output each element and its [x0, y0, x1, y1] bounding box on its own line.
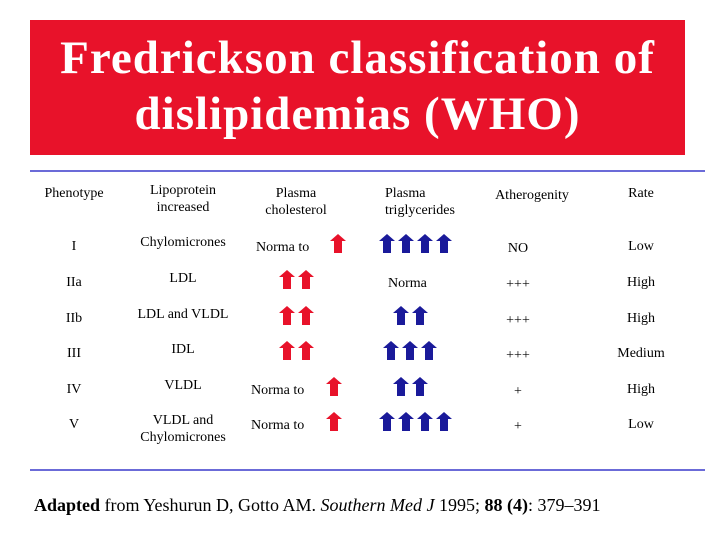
red-up-arrow-icon — [326, 377, 342, 396]
cell-atherogenity: +++ — [506, 277, 530, 292]
cell-atherogenity: NO — [507, 241, 529, 256]
title-line-1: Fredrickson classification of — [60, 32, 655, 84]
citation-volume: 88 (4) — [484, 495, 529, 515]
cell-lipoprotein: IDL — [171, 342, 195, 357]
cell-atherogenity: + — [514, 419, 522, 434]
header-cholesterol: Plasma cholesterol — [265, 185, 326, 219]
title-banner — [30, 20, 685, 155]
cholesterol-arrows — [326, 377, 342, 396]
cell-phenotype: IV — [66, 382, 82, 397]
header-cholesterol-line-2: cholesterol — [265, 203, 327, 218]
header-lipoprotein-line-2: increased — [156, 200, 210, 215]
triglycerides-arrows — [379, 234, 452, 253]
cholesterol-arrows — [330, 234, 346, 253]
cholesterol-arrows — [279, 270, 314, 289]
cell-atherogenity: +++ — [506, 313, 530, 328]
cell-triglycerides-text: Norma — [388, 276, 427, 291]
citation-adapted: Adapted — [34, 495, 101, 515]
cell-cholesterol-text: Norma to — [256, 240, 310, 255]
cell-rate: Medium — [617, 346, 665, 361]
header-phenotype: Phenotype — [44, 186, 104, 201]
blue-up-arrow-icon — [398, 234, 414, 253]
triglycerides-arrows — [383, 341, 437, 360]
triglycerides-arrows — [379, 412, 452, 431]
header-cholesterol-line-1: Plasma — [275, 186, 317, 201]
divider-top — [30, 170, 705, 172]
cholesterol-arrows — [279, 306, 314, 325]
blue-up-arrow-icon — [393, 377, 409, 396]
cell-lipoprotein: LDL — [169, 271, 197, 286]
cell-lipoprotein: VLDL — [164, 378, 202, 393]
red-up-arrow-icon — [279, 270, 295, 289]
citation-year: 1995; — [434, 495, 485, 515]
cell-atherogenity: +++ — [506, 348, 530, 363]
triglycerides-arrows — [393, 377, 428, 396]
blue-up-arrow-icon — [421, 341, 437, 360]
citation-journal: Southern Med J — [320, 495, 435, 515]
cell-cholesterol-text: Norma to — [251, 383, 305, 398]
header-atherogenity: Atherogenity — [495, 188, 569, 203]
triglycerides-arrows — [393, 306, 428, 325]
blue-up-arrow-icon — [412, 377, 428, 396]
cell-cholesterol-text: Norma to — [251, 418, 305, 433]
blue-up-arrow-icon — [383, 341, 399, 360]
blue-up-arrow-icon — [412, 306, 428, 325]
red-up-arrow-icon — [326, 412, 342, 431]
citation-pages: : 379–391 — [528, 495, 601, 515]
cholesterol-arrows — [279, 341, 314, 360]
title-line-2: dislipidemias (WHO) — [134, 88, 581, 140]
blue-up-arrow-icon — [379, 412, 395, 431]
blue-up-arrow-icon — [379, 234, 395, 253]
red-up-arrow-icon — [330, 234, 346, 253]
cell-phenotype: IIa — [66, 275, 82, 290]
cell-rate: High — [627, 275, 655, 290]
cell-phenotype: III — [67, 346, 81, 361]
cell-lipoprotein: LDL and VLDL — [137, 307, 229, 322]
red-up-arrow-icon — [298, 270, 314, 289]
cell-phenotype: I — [71, 239, 77, 254]
cell-lipoprotein-line-1: VLDL and — [152, 413, 214, 428]
citation: Adapted from Yeshurun D, Gotto AM. South… — [34, 494, 601, 516]
header-triglycerides: Plasma triglycerides — [385, 185, 455, 219]
blue-up-arrow-icon — [436, 234, 452, 253]
cell-rate: High — [627, 382, 655, 397]
blue-up-arrow-icon — [393, 306, 409, 325]
cell-rate: Low — [628, 417, 654, 432]
cell-rate: High — [627, 311, 655, 326]
header-lipoprotein-line-1: Lipoprotein — [149, 183, 217, 198]
cell-lipoprotein: VLDL and Chylomicrones — [140, 412, 226, 446]
divider-bottom — [30, 469, 705, 471]
blue-up-arrow-icon — [417, 412, 433, 431]
blue-up-arrow-icon — [417, 234, 433, 253]
header-triglycerides-line-2: triglycerides — [385, 203, 455, 218]
red-up-arrow-icon — [279, 306, 295, 325]
blue-up-arrow-icon — [402, 341, 418, 360]
cell-lipoprotein-line-2: Chylomicrones — [140, 430, 226, 445]
cell-lipoprotein: Chylomicrones — [140, 235, 226, 250]
header-rate: Rate — [628, 186, 654, 201]
cell-phenotype: IIb — [65, 311, 83, 326]
blue-up-arrow-icon — [436, 412, 452, 431]
header-triglycerides-line-1: Plasma — [385, 186, 426, 201]
red-up-arrow-icon — [298, 306, 314, 325]
red-up-arrow-icon — [279, 341, 295, 360]
blue-up-arrow-icon — [398, 412, 414, 431]
cell-phenotype: V — [68, 417, 80, 432]
header-lipoprotein: Lipoprotein increased — [150, 182, 216, 216]
cholesterol-arrows — [326, 412, 342, 431]
cell-atherogenity: + — [514, 384, 522, 399]
red-up-arrow-icon — [298, 341, 314, 360]
page-title: Fredrickson classification of dislipidem… — [30, 30, 685, 142]
cell-rate: Low — [628, 239, 654, 254]
citation-authors: from Yeshurun D, Gotto AM. — [100, 495, 321, 515]
